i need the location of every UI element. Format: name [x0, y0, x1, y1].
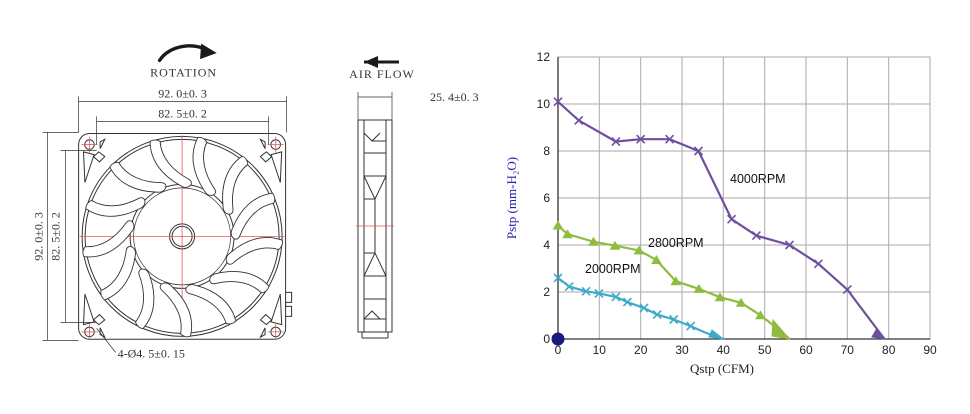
svg-text:2: 2: [543, 285, 550, 299]
svg-text:4: 4: [543, 238, 550, 252]
svg-text:60: 60: [799, 343, 813, 357]
svg-text:40: 40: [717, 343, 731, 357]
svg-text:30: 30: [675, 343, 689, 357]
svg-text:70: 70: [841, 343, 855, 357]
svg-text:AIR FLOW: AIR FLOW: [349, 67, 415, 81]
svg-text:50: 50: [758, 343, 772, 357]
svg-text:6: 6: [543, 191, 550, 205]
svg-text:Pstp (mm-H₂O): Pstp (mm-H₂O): [504, 157, 519, 239]
svg-text:90: 90: [923, 343, 937, 357]
svg-text:ROTATION: ROTATION: [150, 65, 217, 79]
svg-text:2800RPM: 2800RPM: [648, 236, 704, 250]
svg-text:10: 10: [593, 343, 607, 357]
svg-text:20: 20: [634, 343, 648, 357]
svg-text:82. 5±0. 2: 82. 5±0. 2: [158, 106, 207, 120]
svg-text:0: 0: [543, 332, 550, 346]
svg-text:2000RPM: 2000RPM: [585, 262, 641, 276]
svg-text:10: 10: [537, 97, 551, 111]
svg-text:4-Ø4. 5±0. 15: 4-Ø4. 5±0. 15: [118, 346, 185, 360]
svg-text:8: 8: [543, 144, 550, 158]
svg-text:82. 5±0. 2: 82. 5±0. 2: [49, 212, 63, 261]
svg-text:80: 80: [882, 343, 896, 357]
svg-text:Qstp (CFM): Qstp (CFM): [690, 361, 754, 376]
svg-text:92. 0±0. 3: 92. 0±0. 3: [32, 212, 46, 261]
svg-text:92. 0±0. 3: 92. 0±0. 3: [158, 86, 207, 100]
svg-text:4000RPM: 4000RPM: [730, 172, 786, 186]
svg-text:12: 12: [537, 50, 551, 64]
svg-text:25. 4±0. 3: 25. 4±0. 3: [430, 90, 479, 104]
